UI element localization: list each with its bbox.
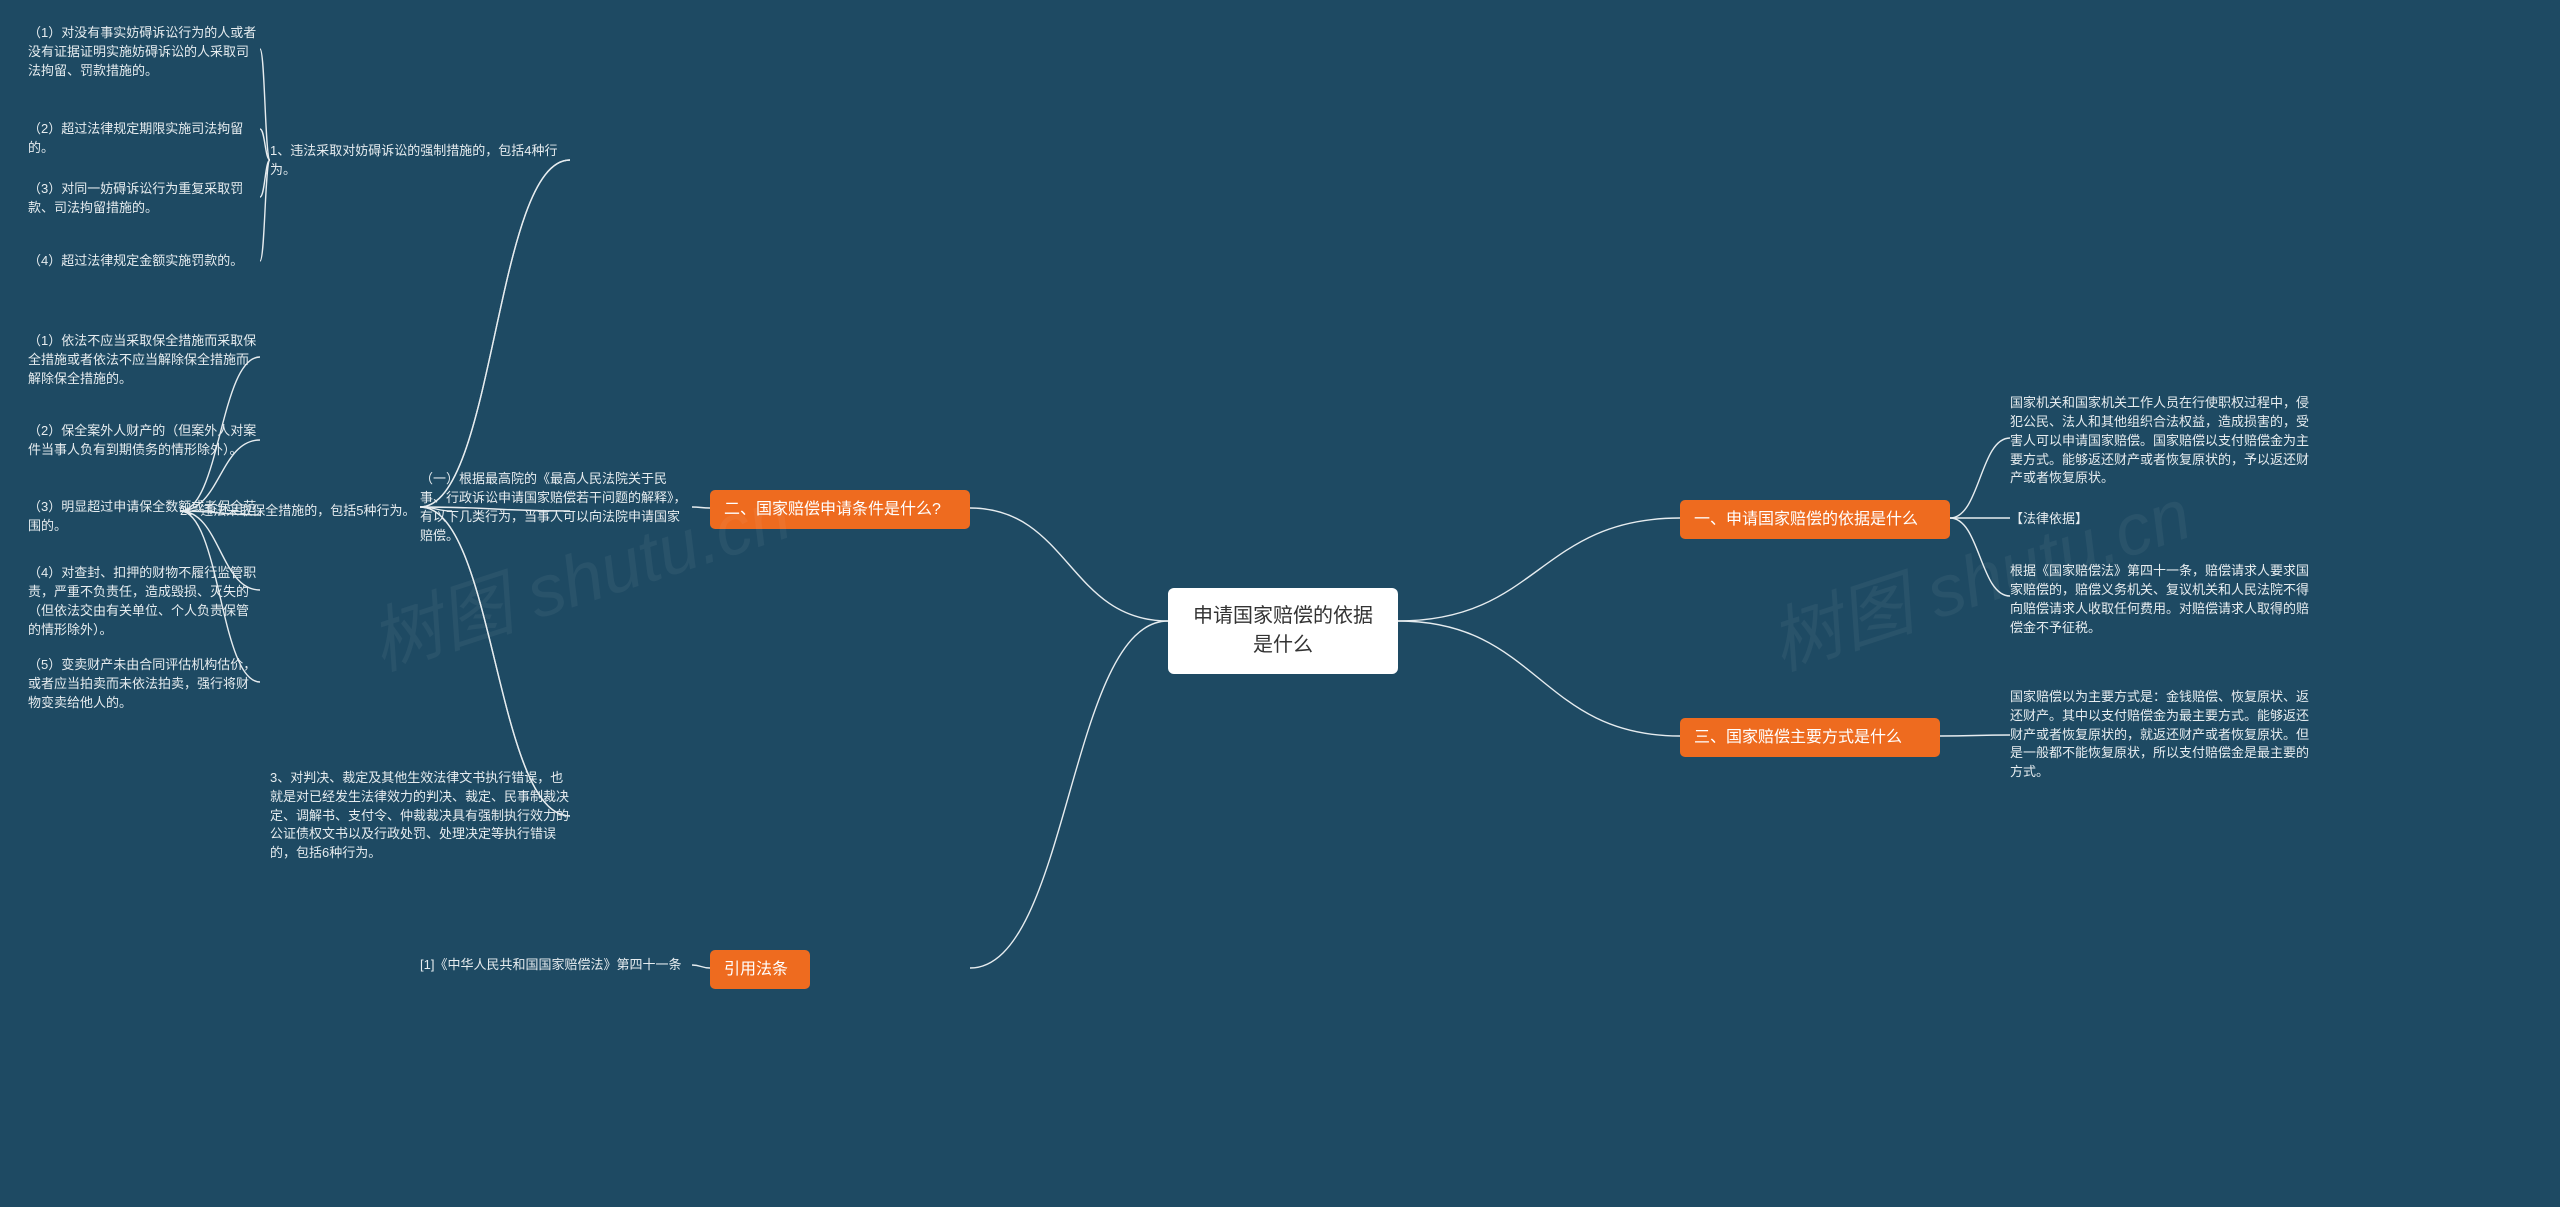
s2-0: （1）依法不应当采取保全措施而采取保全措施或者依法不应当解除保全措施而解除保全措… — [28, 330, 260, 391]
s2-4-label: （5）变卖财产未由合同评估机构估价，或者应当拍卖而未依法拍卖，强行将财物变卖给他… — [28, 656, 260, 713]
s2-3-label: （4）对查封、扣押的财物不履行监管职责，严重不负责任，造成毁损、灭失的（但依法交… — [28, 564, 260, 639]
leaf-right-1-0: 国家赔偿以为主要方式是：金钱赔偿、恢复原状、返还财产。其中以支付赔偿金为最主要方… — [2010, 680, 2320, 790]
leaf-right-0-0: 国家机关和国家机关工作人员在行使职权过程中，侵犯公民、法人和其他组织合法权益，造… — [2010, 392, 2320, 490]
s1-2-label: （3）对同一妨碍诉讼行为重复采取罚款、司法拘留措施的。 — [28, 180, 260, 218]
root-node-label: 申请国家赔偿的依据是什么 — [1188, 602, 1378, 660]
section-left-1-label: 引用法条 — [724, 958, 788, 981]
leaf-right-0-2: 根据《国家赔偿法》第四十一条，赔偿请求人要求国家赔偿的，赔偿义务机关、复议机关和… — [2010, 560, 2320, 639]
s2-2-label: （3）明显超过申请保全数额或者保全范围的。 — [28, 498, 260, 536]
s2-1: （2）保全案外人财产的（但案外人对案件当事人负有到期债务的情形除外）。 — [28, 420, 260, 462]
sub-2: 3、对判决、裁定及其他生效法律文书执行错误，也就是对已经发生法律效力的判决、裁定… — [270, 760, 570, 872]
section-right-1: 三、国家赔偿主要方式是什么 — [1680, 718, 1940, 757]
leaf-right-1-0-label: 国家赔偿以为主要方式是：金钱赔偿、恢复原状、返还财产。其中以支付赔偿金为最主要方… — [2010, 688, 2320, 782]
s2-3: （4）对查封、扣押的财物不履行监管职责，严重不负责任，造成毁损、灭失的（但依法交… — [28, 562, 260, 641]
s1-0: （1）对没有事实妨碍诉讼行为的人或者没有证据证明实施妨碍诉讼的人采取司法拘留、罚… — [28, 22, 260, 83]
s1-1-label: （2）超过法律规定期限实施司法拘留的。 — [28, 120, 260, 158]
leaf-right-0-2-label: 根据《国家赔偿法》第四十一条，赔偿请求人要求国家赔偿的，赔偿义务机关、复议机关和… — [2010, 562, 2320, 637]
leaf-right-0-1: 【法律依据】 — [2010, 508, 2320, 531]
s2-0-label: （1）依法不应当采取保全措施而采取保全措施或者依法不应当解除保全措施而解除保全措… — [28, 332, 260, 389]
sub-0: 1、违法采取对妨碍诉讼的强制措施的，包括4种行为。 — [270, 140, 570, 182]
section-right-1-label: 三、国家赔偿主要方式是什么 — [1694, 726, 1902, 749]
section-left-0: 二、国家赔偿申请条件是什么? — [710, 490, 970, 529]
root-node: 申请国家赔偿的依据是什么 — [1168, 588, 1398, 674]
s1-0-label: （1）对没有事实妨碍诉讼行为的人或者没有证据证明实施妨碍诉讼的人采取司法拘留、罚… — [28, 24, 260, 81]
leaf-l2a: [1]《中华人民共和国国家赔偿法》第四十一条 — [420, 945, 692, 985]
s1-3: （4）超过法律规定金额实施罚款的。 — [28, 250, 260, 273]
sub-0-label: 1、违法采取对妨碍诉讼的强制措施的，包括4种行为。 — [270, 142, 570, 180]
s2-4: （5）变卖财产未由合同评估机构估价，或者应当拍卖而未依法拍卖，强行将财物变卖给他… — [28, 654, 260, 715]
s1-1: （2）超过法律规定期限实施司法拘留的。 — [28, 118, 260, 160]
s1-3-label: （4）超过法律规定金额实施罚款的。 — [28, 252, 243, 271]
section-left-1: 引用法条 — [710, 950, 810, 989]
s2-1-label: （2）保全案外人财产的（但案外人对案件当事人负有到期债务的情形除外）。 — [28, 422, 260, 460]
leaf-l1a: （一）根据最高院的《最高人民法院关于民事、行政诉讼申请国家赔偿若干问题的解释》，… — [420, 468, 692, 547]
sub-2-label: 3、对判决、裁定及其他生效法律文书执行错误，也就是对已经发生法律效力的判决、裁定… — [270, 769, 570, 863]
s2-2: （3）明显超过申请保全数额或者保全范围的。 — [28, 496, 260, 538]
leaf-l1a-label: （一）根据最高院的《最高人民法院关于民事、行政诉讼申请国家赔偿若干问题的解释》，… — [420, 470, 692, 545]
s1-2: （3）对同一妨碍诉讼行为重复采取罚款、司法拘留措施的。 — [28, 178, 260, 220]
leaf-right-0-0-label: 国家机关和国家机关工作人员在行使职权过程中，侵犯公民、法人和其他组织合法权益，造… — [2010, 394, 2320, 488]
section-left-0-label: 二、国家赔偿申请条件是什么? — [724, 498, 941, 521]
leaf-l2a-label: [1]《中华人民共和国国家赔偿法》第四十一条 — [420, 956, 681, 975]
leaf-right-0-1-label: 【法律依据】 — [2010, 510, 2088, 529]
section-right-0-label: 一、申请国家赔偿的依据是什么 — [1694, 508, 1918, 531]
section-right-0: 一、申请国家赔偿的依据是什么 — [1680, 500, 1950, 539]
